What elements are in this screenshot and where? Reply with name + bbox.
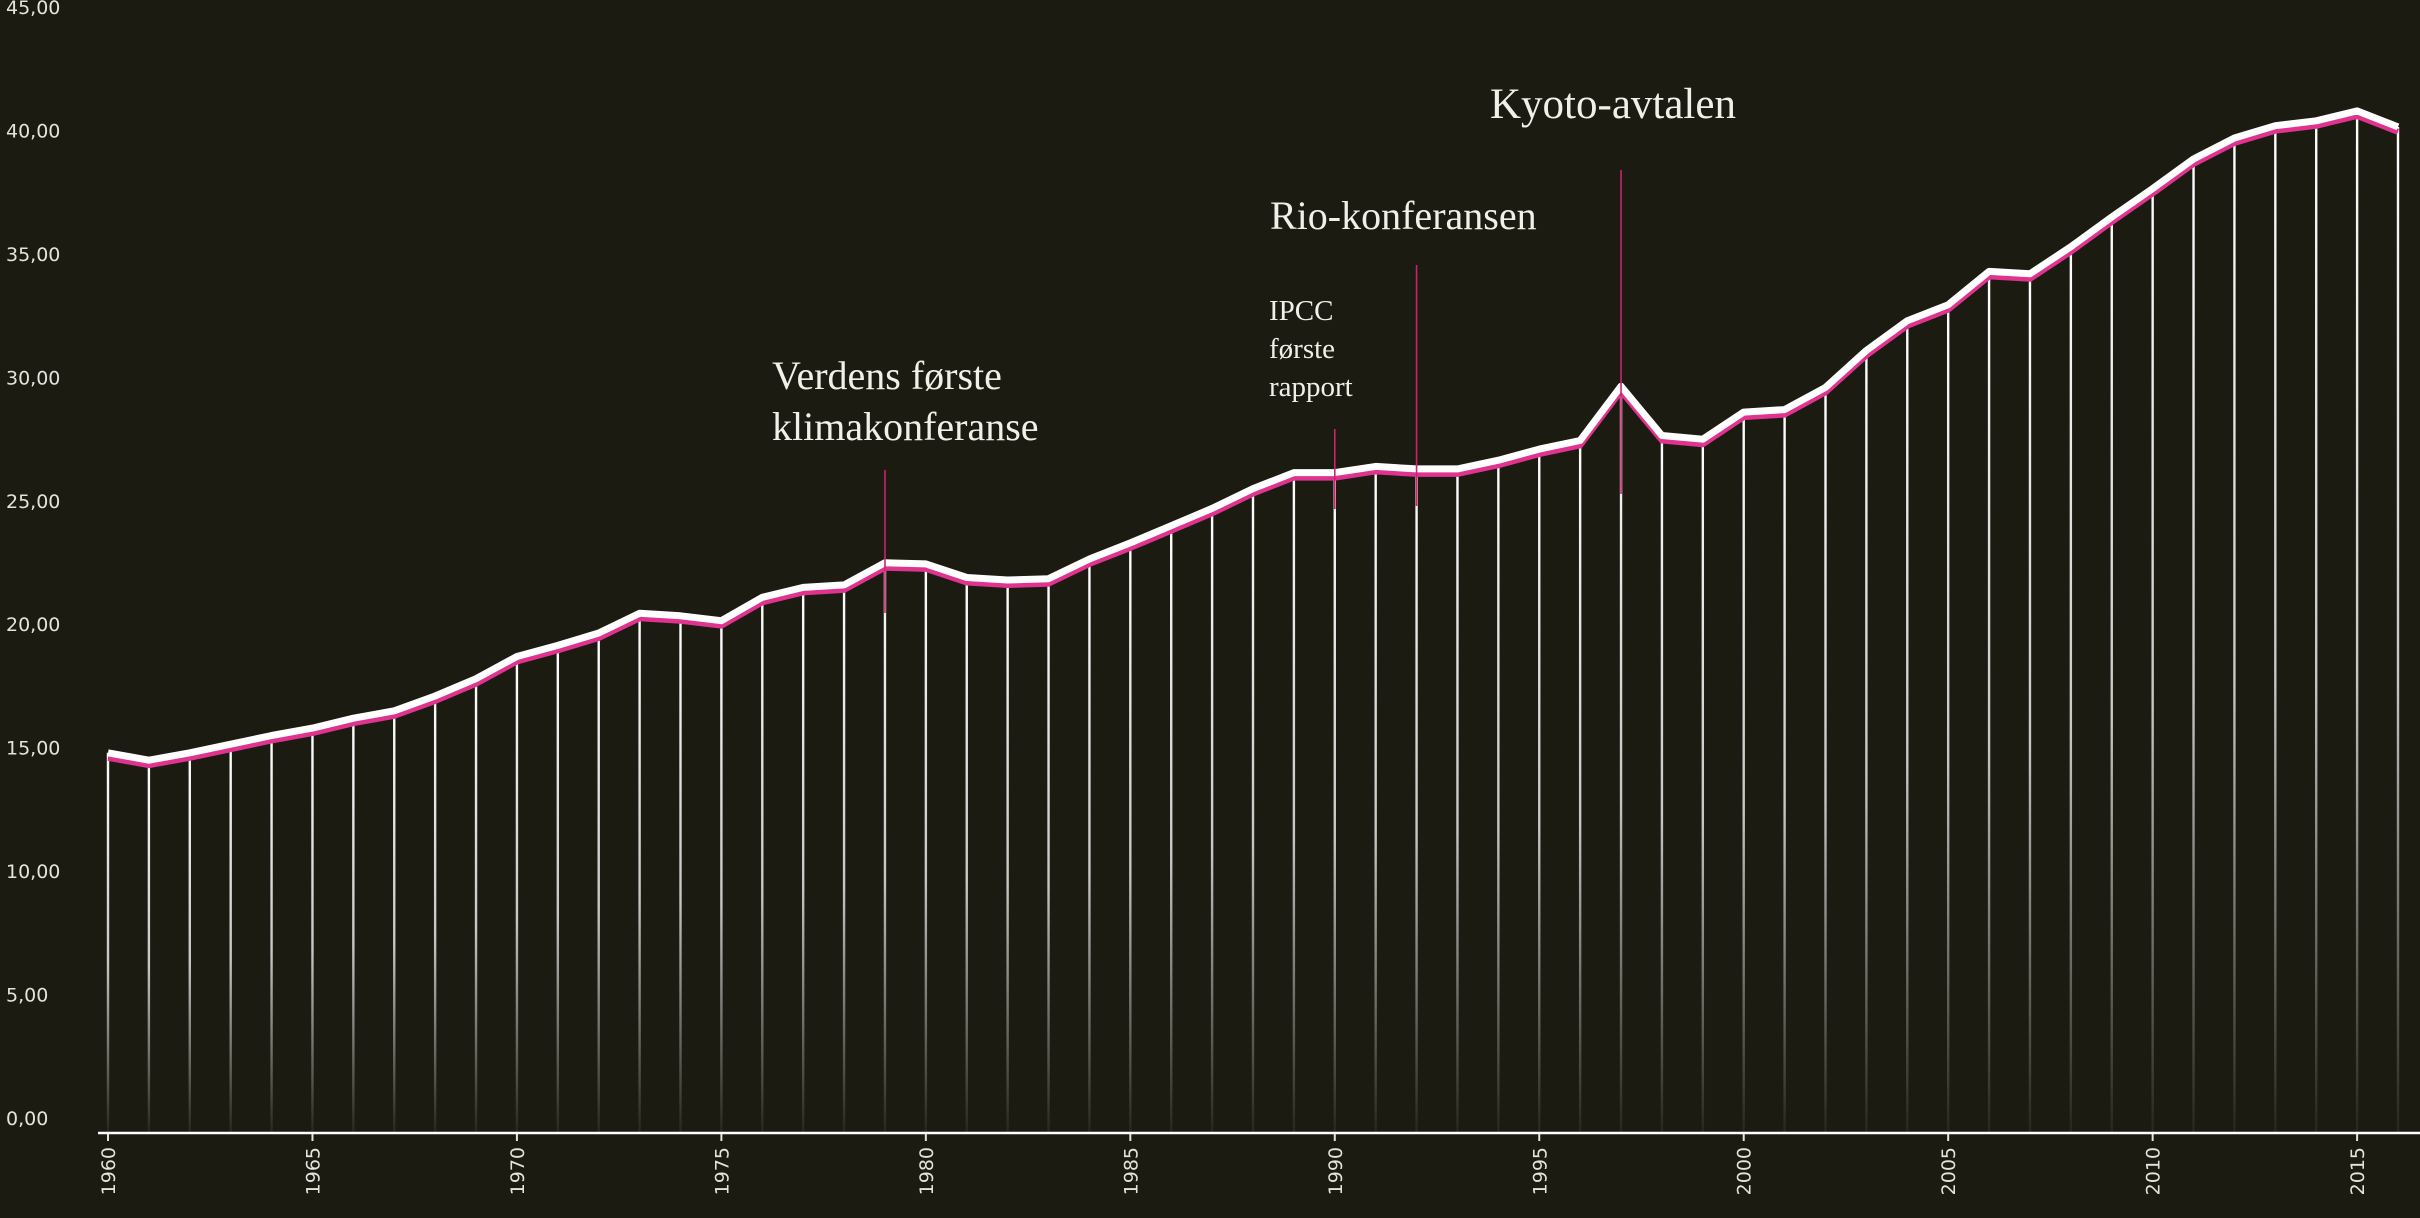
drop-line bbox=[188, 752, 191, 1133]
x-tick-label: 1970 bbox=[507, 1147, 529, 1195]
y-tick-label: 5,00 bbox=[6, 985, 48, 1007]
drop-line bbox=[106, 752, 110, 1133]
drop-line bbox=[1251, 488, 1255, 1133]
drop-line bbox=[393, 710, 396, 1133]
drop-line bbox=[1006, 579, 1009, 1133]
y-tick-label: 45,00 bbox=[6, 0, 60, 19]
x-tick-label: 1960 bbox=[98, 1147, 120, 1195]
annotation-text: Verdens første bbox=[772, 353, 1002, 398]
x-tick-label: 1990 bbox=[1325, 1147, 1347, 1195]
drop-line bbox=[924, 563, 928, 1133]
x-tick-label: 1975 bbox=[711, 1147, 733, 1195]
y-tick-label: 35,00 bbox=[6, 244, 60, 266]
drop-line bbox=[2110, 217, 2113, 1133]
drop-line bbox=[1497, 460, 1500, 1133]
drop-line bbox=[761, 597, 764, 1133]
drop-line bbox=[556, 645, 560, 1133]
drop-line bbox=[842, 584, 846, 1133]
y-tick-label: 10,00 bbox=[6, 861, 60, 883]
drop-line bbox=[1129, 542, 1132, 1133]
drop-line bbox=[515, 656, 519, 1133]
drop-line bbox=[2355, 110, 2359, 1133]
drop-line bbox=[2069, 246, 2073, 1133]
drop-line bbox=[1865, 350, 1868, 1134]
drop-line bbox=[1578, 440, 1582, 1133]
y-tick-label: 15,00 bbox=[6, 738, 60, 760]
drop-line bbox=[1783, 409, 1786, 1133]
drop-line bbox=[1210, 508, 1214, 1134]
drop-line bbox=[1415, 468, 1418, 1133]
drop-line bbox=[1824, 387, 1827, 1133]
drop-line bbox=[965, 577, 968, 1133]
drop-line bbox=[229, 744, 232, 1133]
drop-line bbox=[270, 735, 273, 1133]
x-tick-label: 2015 bbox=[2347, 1147, 2369, 1195]
drop-line bbox=[2028, 273, 2032, 1133]
drop-line bbox=[1456, 468, 1459, 1133]
x-tick-label: 2010 bbox=[2143, 1147, 2165, 1195]
drop-line bbox=[2233, 138, 2236, 1133]
drop-line bbox=[433, 696, 437, 1133]
drop-line bbox=[474, 678, 478, 1133]
drop-line bbox=[311, 728, 314, 1133]
drop-line bbox=[1538, 449, 1541, 1133]
x-tick-label: 1985 bbox=[1120, 1147, 1142, 1195]
drop-line bbox=[1333, 472, 1336, 1133]
drop-line bbox=[1906, 320, 1909, 1133]
drop-line bbox=[2315, 120, 2318, 1133]
drop-line bbox=[1047, 578, 1050, 1133]
drop-line bbox=[1742, 412, 1745, 1133]
annotation-text: klimakonferanse bbox=[772, 404, 1039, 449]
x-tick-label: 2000 bbox=[1734, 1147, 1756, 1195]
drop-line bbox=[1946, 304, 1950, 1134]
x-tick-label: 1995 bbox=[1529, 1147, 1551, 1195]
drop-line bbox=[1170, 525, 1173, 1133]
drop-line bbox=[2192, 159, 2195, 1134]
drop-line bbox=[1660, 435, 1664, 1133]
drop-line bbox=[720, 620, 723, 1133]
annotation-text: rapport bbox=[1269, 371, 1353, 403]
annotation-text: Kyoto-avtalen bbox=[1490, 81, 1736, 128]
drop-line bbox=[801, 587, 805, 1133]
drop-line bbox=[2151, 188, 2154, 1133]
drop-line bbox=[352, 718, 355, 1133]
y-tick-label: 25,00 bbox=[6, 491, 60, 513]
annotation-text: Rio-konferansen bbox=[1270, 193, 1537, 238]
drop-line bbox=[1619, 386, 1623, 1133]
drop-line bbox=[883, 562, 887, 1133]
drop-line bbox=[679, 615, 682, 1133]
line-shadow bbox=[107, 112, 2400, 769]
x-tick-label: 2005 bbox=[1938, 1147, 1960, 1195]
y-tick-label: 0,00 bbox=[6, 1108, 48, 1130]
drop-line bbox=[1088, 558, 1091, 1133]
line bbox=[107, 107, 2400, 764]
drop-line bbox=[147, 760, 151, 1133]
drop-line bbox=[1374, 466, 1377, 1133]
annotation-text: IPCC bbox=[1269, 295, 1333, 327]
y-tick-label: 30,00 bbox=[6, 367, 60, 389]
annotation-text: første bbox=[1269, 333, 1335, 365]
drop-line bbox=[2396, 126, 2400, 1133]
drop-line bbox=[1701, 439, 1705, 1134]
x-tick-label: 1965 bbox=[302, 1147, 324, 1195]
y-tick-label: 20,00 bbox=[6, 614, 60, 636]
y-tick-label: 40,00 bbox=[6, 120, 60, 142]
x-tick-label: 1980 bbox=[916, 1147, 938, 1195]
drop-line bbox=[638, 613, 641, 1133]
drop-line bbox=[1987, 271, 1991, 1133]
drop-line bbox=[597, 633, 600, 1133]
drop-line bbox=[1292, 472, 1296, 1133]
drop-line bbox=[2274, 125, 2277, 1133]
